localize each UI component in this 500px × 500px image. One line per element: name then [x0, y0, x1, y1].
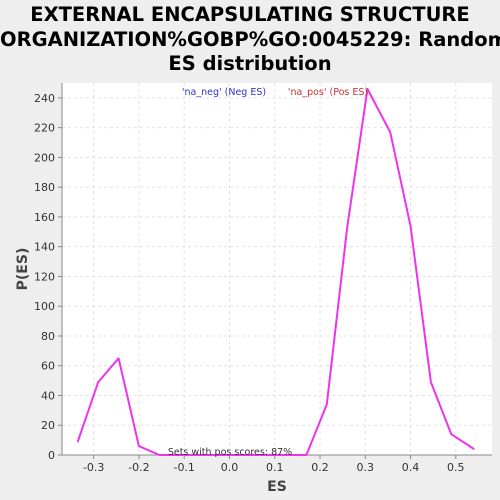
y-tick-label: 200 — [34, 151, 55, 164]
y-tick-label: 140 — [34, 241, 55, 254]
y-tick-label: 240 — [34, 92, 55, 105]
x-tick-label: 0.3 — [357, 461, 375, 474]
data-point — [97, 381, 100, 383]
data-point — [138, 445, 140, 447]
data-point — [158, 454, 161, 456]
chart-title-line-2: ORGANIZATION%GOBP%GO:0045229: Random — [0, 27, 500, 51]
x-tick-label: 0.1 — [266, 461, 284, 474]
data-point — [346, 226, 348, 229]
y-tick-label: 40 — [41, 389, 55, 402]
y-tick-label: 180 — [34, 181, 55, 194]
legend-neg-label: 'na_neg' (Neg ES) — [182, 87, 266, 98]
pos-scores-annotation: Sets with pos scores: 87% — [168, 447, 292, 458]
y-tick-label: 60 — [41, 360, 55, 373]
data-point — [366, 88, 369, 90]
y-ticks: 0 20 40 60 80 100 120 140 160 180 200 220 240 — [34, 92, 62, 462]
chart-title: EXTERNAL ENCAPSULATING STRUCTURE ORGANIZ… — [0, 3, 500, 77]
x-tick-label: 0.5 — [447, 461, 465, 474]
legend-pos-label: 'na_pos' (Pos ES) — [288, 87, 368, 98]
data-point — [430, 381, 432, 383]
x-ticks: -0.3 -0.2 -0.1 0.0 0.1 0.2 0.3 0.4 0.5 — [83, 455, 465, 474]
y-tick-label: 0 — [48, 449, 55, 462]
x-tick-label: 0.2 — [311, 461, 329, 474]
chart-title-line-1: EXTERNAL ENCAPSULATING STRUCTURE — [30, 3, 470, 26]
y-tick-label: 160 — [34, 211, 55, 224]
x-tick-label: -0.1 — [173, 461, 194, 474]
plot-area — [62, 83, 492, 455]
x-tick-label: -0.3 — [83, 461, 104, 474]
x-tick-label: 0.0 — [221, 461, 239, 474]
y-tick-label: 100 — [34, 300, 55, 313]
x-tick-label: -0.2 — [128, 461, 149, 474]
y-axis-label: P(ES) — [15, 248, 31, 291]
data-point — [178, 454, 181, 456]
chart-title-line-3: ES distribution — [168, 52, 332, 75]
y-tick-label: 220 — [34, 122, 55, 135]
data-point — [325, 403, 328, 406]
y-tick-label: 120 — [34, 270, 55, 283]
x-axis-label: ES — [267, 479, 287, 495]
y-tick-label: 20 — [41, 419, 55, 432]
data-point — [117, 357, 120, 360]
data-point — [305, 454, 308, 456]
data-point — [77, 440, 79, 443]
data-point — [409, 225, 412, 227]
x-tick-label: 0.4 — [402, 461, 420, 474]
data-point — [450, 433, 453, 435]
series-group — [76, 88, 475, 456]
y-tick-label: 80 — [41, 330, 55, 343]
data-point — [473, 448, 475, 450]
data-point — [389, 131, 391, 133]
grid-lines — [62, 83, 492, 456]
